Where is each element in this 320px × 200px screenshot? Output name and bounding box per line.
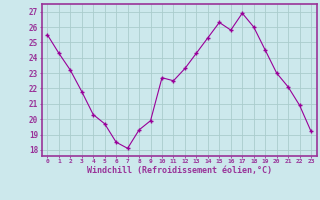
X-axis label: Windchill (Refroidissement éolien,°C): Windchill (Refroidissement éolien,°C)	[87, 166, 272, 175]
